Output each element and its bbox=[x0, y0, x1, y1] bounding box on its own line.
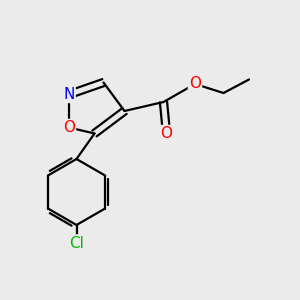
Text: Cl: Cl bbox=[69, 236, 84, 250]
Text: N: N bbox=[63, 87, 75, 102]
Text: O: O bbox=[63, 120, 75, 135]
Text: O: O bbox=[189, 76, 201, 92]
Text: O: O bbox=[160, 126, 172, 141]
